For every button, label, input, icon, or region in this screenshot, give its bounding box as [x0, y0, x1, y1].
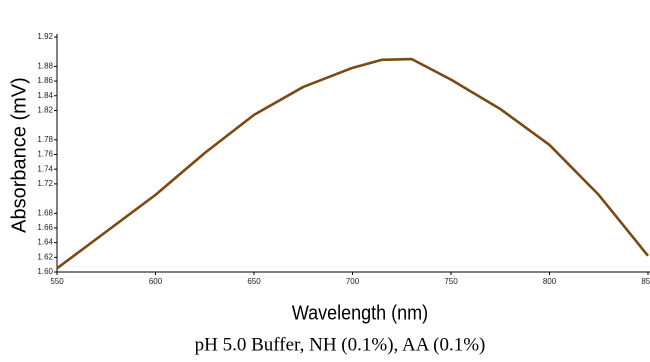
y-tick-label: 1.86 [37, 76, 53, 85]
y-tick-label: 1.60 [37, 267, 53, 276]
y-tick-label: 1.84 [37, 91, 53, 100]
x-tick-label: 800 [543, 277, 557, 286]
y-tick-label: 1.78 [37, 135, 53, 144]
x-tick-label: 550 [50, 277, 64, 286]
x-tick-label: 750 [444, 277, 458, 286]
y-tick-label: 1.68 [37, 208, 53, 217]
line [56, 57, 650, 270]
y-tick-label: 1.88 [37, 61, 53, 70]
caption: pH 5.0 Buffer, NH (0.1%), AA (0.1%) [195, 334, 486, 355]
y-tick-label: 1.92 [37, 32, 53, 41]
y-axis-label: Absorbance (mV) [8, 77, 30, 233]
y-tick-label: 1.62 [37, 252, 53, 261]
x-tick-label: 850 [641, 277, 650, 286]
y-tick-label: 1.82 [37, 106, 53, 115]
y-tick-label: 1.72 [37, 179, 53, 188]
y-tick-label: 1.64 [37, 238, 53, 247]
x-axis-label: Wavelength (nm) [292, 302, 428, 324]
x-tick-label: 600 [149, 277, 163, 286]
x-tick-label: 700 [346, 277, 360, 286]
y-tick-label: 1.74 [37, 164, 53, 173]
x-tick-label: 650 [247, 277, 261, 286]
y-tick-label: 1.76 [37, 150, 53, 159]
y-tick-label: 1.66 [37, 223, 53, 232]
